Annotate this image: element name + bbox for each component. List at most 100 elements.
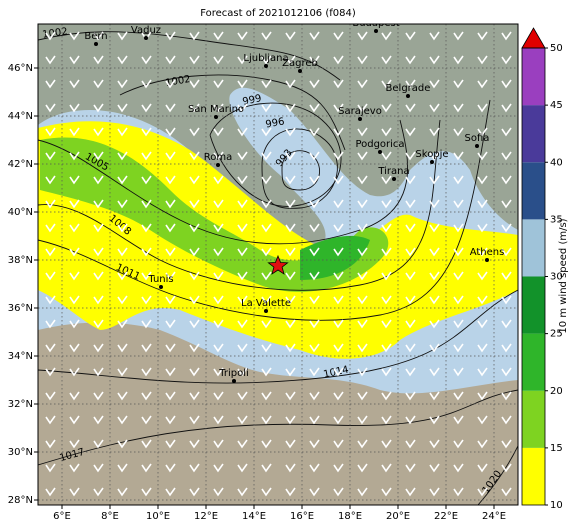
wind-barb	[501, 415, 512, 425]
city-dot	[406, 94, 410, 98]
city-label: Skopje	[415, 149, 448, 160]
wind-barb	[213, 79, 224, 89]
wind-barb	[93, 439, 104, 449]
colorbar-segment	[522, 162, 545, 220]
wind-barb	[381, 199, 392, 209]
wind-barb	[189, 55, 200, 65]
wind-barb	[45, 415, 56, 425]
wind-barb	[405, 367, 416, 377]
wind-barb	[141, 199, 152, 209]
wind-barb	[69, 55, 80, 65]
wind-barb	[69, 319, 80, 329]
wind-barb	[237, 271, 248, 281]
wind-barb	[261, 439, 272, 449]
wind-barb	[501, 103, 512, 113]
wind-barb	[141, 319, 152, 329]
wind-barb	[333, 391, 344, 401]
wind-barb	[501, 199, 512, 209]
wind-barb	[477, 127, 488, 137]
wind-barb	[357, 391, 368, 401]
city-label: Tirana	[377, 166, 409, 177]
wind-barb	[285, 103, 296, 113]
wind-barb	[357, 127, 368, 137]
wind-barb	[45, 103, 56, 113]
city-dot	[232, 379, 236, 383]
city-dot	[430, 160, 434, 164]
wind-barb	[309, 175, 320, 185]
wind-barb	[165, 439, 176, 449]
wind-barb	[477, 175, 488, 185]
wind-barb	[501, 247, 512, 257]
wind-barb	[501, 319, 512, 329]
wind-barb	[69, 295, 80, 305]
wind-barb	[213, 391, 224, 401]
wind-barb	[213, 367, 224, 377]
wind-barb	[309, 103, 320, 113]
wind-barb	[333, 223, 344, 233]
wind-barb	[93, 319, 104, 329]
wind-barb	[333, 151, 344, 161]
wind-barb	[381, 271, 392, 281]
city-dot	[214, 115, 218, 119]
wind-barb	[381, 247, 392, 257]
city-dot	[298, 69, 302, 73]
wind-barb	[141, 79, 152, 89]
wind-barb	[237, 79, 248, 89]
wind-barb	[405, 319, 416, 329]
wind-barb	[405, 55, 416, 65]
lon-tick-label: 16°E	[290, 511, 314, 522]
wind-barb	[213, 247, 224, 257]
wind-barb	[429, 127, 440, 137]
wind-barb	[189, 463, 200, 473]
wind-barb	[45, 151, 56, 161]
star-marker	[267, 254, 289, 275]
wind-barb	[501, 487, 512, 497]
wind-barb	[477, 343, 488, 353]
wind-barb	[261, 223, 272, 233]
wind-barb	[285, 247, 296, 257]
wind-barb	[189, 199, 200, 209]
wind-barb	[501, 343, 512, 353]
wind-barb	[333, 175, 344, 185]
wind-barb	[405, 415, 416, 425]
wind-barb	[357, 319, 368, 329]
wind-barb	[213, 271, 224, 281]
wind-barb	[477, 31, 488, 41]
wind-barb	[501, 151, 512, 161]
wind-barb	[261, 391, 272, 401]
wind-barb	[93, 151, 104, 161]
wind-barb	[93, 175, 104, 185]
wind-barb	[261, 247, 272, 257]
wind-barb	[261, 343, 272, 353]
city-label: Tunis	[147, 274, 173, 285]
wind-barb	[405, 343, 416, 353]
wind-barb	[405, 175, 416, 185]
wind-barb	[477, 391, 488, 401]
wind-barb	[357, 103, 368, 113]
wind-barb	[117, 223, 128, 233]
wind-barb	[381, 55, 392, 65]
city-label: Belgrade	[386, 83, 431, 94]
colorbar-tick-label: 30	[550, 272, 563, 283]
wind-barb	[357, 487, 368, 497]
city-label: Ljubljana	[243, 53, 288, 64]
wind-barb	[381, 223, 392, 233]
wind-barb	[309, 271, 320, 281]
wind-barb	[93, 463, 104, 473]
wind-barb	[45, 175, 56, 185]
wind-barb	[141, 103, 152, 113]
wind-barb	[333, 247, 344, 257]
wind-barb	[237, 343, 248, 353]
wind-barb	[453, 487, 464, 497]
wind-barb	[261, 127, 272, 137]
lat-tick-label: 36°N	[8, 303, 33, 314]
wind-barb	[261, 175, 272, 185]
wind-barb	[309, 223, 320, 233]
colorbar-segment	[522, 333, 545, 391]
wind-barb	[477, 319, 488, 329]
wind-barb	[117, 151, 128, 161]
wind-barb	[117, 343, 128, 353]
wind-barb	[477, 55, 488, 65]
wind-barb	[381, 415, 392, 425]
wind-barb	[309, 31, 320, 41]
